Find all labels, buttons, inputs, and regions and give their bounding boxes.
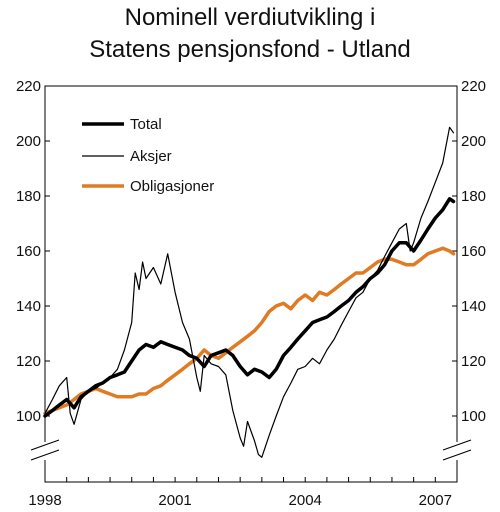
y-tick-label-left: 200 (16, 133, 41, 150)
y-tick-label-right: 140 (461, 298, 486, 315)
chart-lines (43, 126, 456, 458)
y-tick-label-right: 220 (461, 78, 486, 95)
y-tick-label-left: 160 (16, 243, 41, 260)
axis-break-mask-left (31, 442, 59, 460)
y-tick-label-left: 120 (16, 353, 41, 370)
legend-label-aksjer: Aksjer (130, 148, 172, 165)
plot-frame (44, 85, 458, 483)
y-tick-label-left: 140 (16, 298, 41, 315)
y-tick-label-right: 200 (461, 133, 486, 150)
y-tick-label-right: 100 (461, 408, 486, 425)
chart-legend: Total Aksjer Obligasjoner (82, 116, 214, 195)
axis-break-line (30, 439, 60, 451)
y-tick-label-right: 120 (461, 353, 486, 370)
series-line-total (43, 197, 456, 418)
series-line-aksjer (44, 126, 455, 458)
x-tick-label: 2001 (158, 492, 191, 509)
chart-title-line2: Statens pensjonsfond - Utland (89, 36, 411, 63)
legend-label-obligasjoner: Obligasjoner (130, 178, 214, 195)
x-tick-label: 1998 (28, 492, 61, 509)
y-tick-label-left: 180 (16, 188, 41, 205)
y-tick-label-right: 160 (461, 243, 486, 260)
legend-label-total: Total (130, 116, 162, 133)
chart-axes: 100 100 120 120 140 140 160 160 180 180 200 200 220 2… (16, 78, 486, 509)
y-tick-label-left: 100 (16, 408, 41, 425)
axis-break-line (442, 449, 472, 461)
axis-break-mask-right (443, 442, 471, 460)
x-tick-label: 2004 (289, 492, 322, 509)
x-tick-label: 2007 (419, 492, 452, 509)
y-tick-label-left: 220 (16, 78, 41, 95)
axis-break-line (30, 449, 60, 461)
axis-break-line (442, 439, 472, 451)
y-tick-label-right: 180 (461, 188, 486, 205)
series-line-obligasjoner (43, 246, 456, 416)
chart-title-line1: Nominell verdiutvikling i (124, 4, 376, 31)
